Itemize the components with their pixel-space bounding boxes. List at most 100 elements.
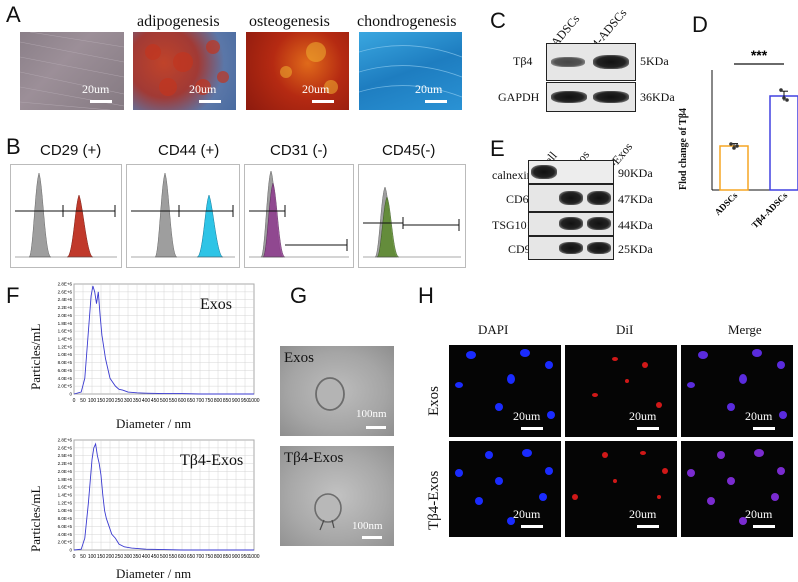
e-band-cd9-exos	[559, 242, 583, 254]
panel-label-e: E	[490, 136, 505, 161]
b-cd31-sample-peak	[262, 182, 286, 258]
b-cd44-isotype-peak	[154, 172, 178, 258]
f-bottom-xtick-8: 400	[142, 554, 151, 560]
f-bottom-xtick-15: 750	[205, 554, 214, 560]
g-tem-tb4exos-scale-text: 100nm	[352, 520, 383, 532]
h-tb4exos-dii-scale-bar	[637, 525, 659, 528]
h-exos-dii-image: 20um	[565, 345, 677, 437]
c-band-gapdh-adscs	[551, 91, 587, 103]
f-bottom-xtick-0: 0	[73, 554, 76, 560]
a-chondro-scale-text: 20um	[415, 82, 443, 96]
h-col-dii: DiI	[616, 322, 634, 337]
f-bottom-xtick-17: 850	[223, 554, 232, 560]
h-row-tb4exos: Tβ4-Exos	[426, 470, 442, 530]
a-adipo-scale-bar	[199, 100, 221, 103]
b-cd29-isotype-peak	[28, 172, 52, 258]
f-top-ytick-14: 2.8E+6	[58, 282, 73, 287]
b-title-cd44: CD44 (+)	[158, 142, 220, 159]
e-band-tsg101-exos	[559, 217, 583, 230]
h-row-exos: Exos	[426, 386, 442, 416]
f-top-series-line	[73, 285, 254, 395]
f-bottom-xtick-12: 600	[178, 554, 187, 560]
f-top-xtick-7: 350	[133, 398, 142, 404]
b-title-cd31: CD31 (-)	[270, 142, 328, 159]
f-top-ytick-11: 2.2E+6	[58, 305, 73, 310]
f-bottom-ylabel: Particles/mL	[28, 485, 43, 552]
e-band-calnexin-cell	[531, 165, 557, 179]
f-bottom-ytick-5: 1.0E+6	[58, 508, 73, 513]
f-bottom-ytick-1: 2.0E+5	[58, 540, 73, 545]
e-band-cd63-tb4exos	[587, 191, 611, 205]
h-tb4exos-merge-scale-bar	[753, 525, 775, 528]
c-blot-gapdh	[546, 82, 636, 112]
e-kda-tsg101: 44KDa	[618, 218, 653, 232]
d-point-ADSCs-0	[729, 142, 733, 146]
c-band-tb4-tb4adscs	[593, 55, 629, 69]
f-top-xtick-18: 900	[232, 398, 241, 404]
f-top-ytick-0: 0	[69, 392, 72, 397]
f-top-xtick-11: 550	[169, 398, 178, 404]
f-top-xtick-19: 950	[241, 398, 250, 404]
d-point-ADSCs-2	[735, 144, 739, 148]
f-top-ytick-13: 2.6E+6	[58, 289, 73, 294]
f-bottom-xtick-18: 900	[232, 554, 241, 560]
d-point-Tβ4-ADSCs-2	[785, 98, 789, 102]
a-title-osteo: osteogenesis	[249, 13, 330, 30]
h-tb4exos-dapi-image: 20um	[449, 441, 561, 537]
c-kda-gapdh: 36KDa	[640, 90, 675, 104]
h-exos-dii-scale-bar	[637, 427, 659, 430]
e-band-cd9-tb4exos	[587, 242, 611, 254]
d-point-Tβ4-ADSCs-1	[782, 96, 786, 100]
g-tem-exos-scale-bar	[366, 426, 386, 429]
d-bar-chart: ADSCs Tβ4-ADSCs ***	[711, 47, 798, 230]
c-kda-tb4: 5KDa	[640, 54, 669, 68]
h-exos-merge-scale-bar	[753, 427, 775, 430]
f-top-xtick-13: 650	[187, 398, 196, 404]
a-chondro-image: 20um	[359, 32, 462, 110]
h-exos-dapi-scale-bar	[521, 427, 543, 430]
f-top-xtick-1: 50	[80, 398, 86, 404]
f-top-xlabel: Diameter / nm	[116, 416, 192, 431]
d-bar-Tβ4-ADSCs	[769, 95, 798, 191]
a-title-adipo: adipogenesis	[137, 13, 220, 30]
f-top-xtick-4: 200	[106, 398, 115, 404]
f-bottom-ytick-2: 4.0E+5	[58, 532, 73, 537]
h-exos-dapi-scale-text: 20um	[513, 409, 541, 423]
f-top-ytick-8: 1.6E+6	[58, 329, 73, 334]
f-bottom-xtick-9: 450	[151, 554, 160, 560]
f-nta-top-chart: 0 50 100 150 200 250 300 350 400 450 500 550 600 650 7…	[58, 282, 260, 405]
f-bottom-xtick-16: 800	[214, 554, 223, 560]
d-xtick-Tβ4-ADSCs: Tβ4-ADSCs	[750, 190, 790, 230]
f-top-xtick-10: 500	[160, 398, 169, 404]
panel-label-h: H	[418, 283, 434, 308]
b-flow-cd29	[10, 164, 122, 268]
f-bottom-ytick-7: 1.4E+6	[58, 493, 73, 498]
d-point-ADSCs-1	[732, 146, 736, 150]
f-bottom-xtick-6: 300	[124, 554, 133, 560]
f-top-ytick-2: 4.0E+5	[58, 376, 73, 381]
c-blot-tb4	[546, 43, 636, 81]
f-bottom-ytick-8: 1.6E+6	[58, 485, 73, 490]
a-osteo-scale-bar	[312, 100, 334, 103]
f-top-xtick-20: 1000	[248, 398, 259, 404]
f-top-xtick-0: 0	[73, 398, 76, 404]
h-exos-dapi-image: 20um	[449, 345, 561, 437]
f-bottom-xtick-19: 950	[241, 554, 250, 560]
f-top-ytick-5: 1.0E+6	[58, 352, 73, 357]
f-top-ylabel: Particles/mL	[28, 323, 43, 390]
f-bottom-ytick-0: 0	[69, 548, 72, 553]
f-bottom-xtick-1: 50	[80, 554, 86, 560]
f-top-ytick-12: 2.4E+6	[58, 297, 73, 302]
h-tb4exos-dapi-scale-text: 20um	[513, 507, 541, 521]
g-tem-exos-image: Exos 100nm	[280, 346, 394, 436]
d-point-Tβ4-ADSCs-0	[779, 88, 783, 92]
f-bottom-xtick-10: 500	[160, 554, 169, 560]
f-top-xtick-2: 100	[88, 398, 97, 404]
h-exos-dii-scale-text: 20um	[629, 409, 657, 423]
f-top-ytick-9: 1.8E+6	[58, 321, 73, 326]
f-bottom-ytick-9: 1.8E+6	[58, 477, 73, 482]
f-bottom-xtick-20: 1000	[248, 554, 259, 560]
f-top-xtick-8: 400	[142, 398, 151, 404]
f-top-xtick-9: 450	[151, 398, 160, 404]
b-flow-cd44	[126, 164, 240, 268]
